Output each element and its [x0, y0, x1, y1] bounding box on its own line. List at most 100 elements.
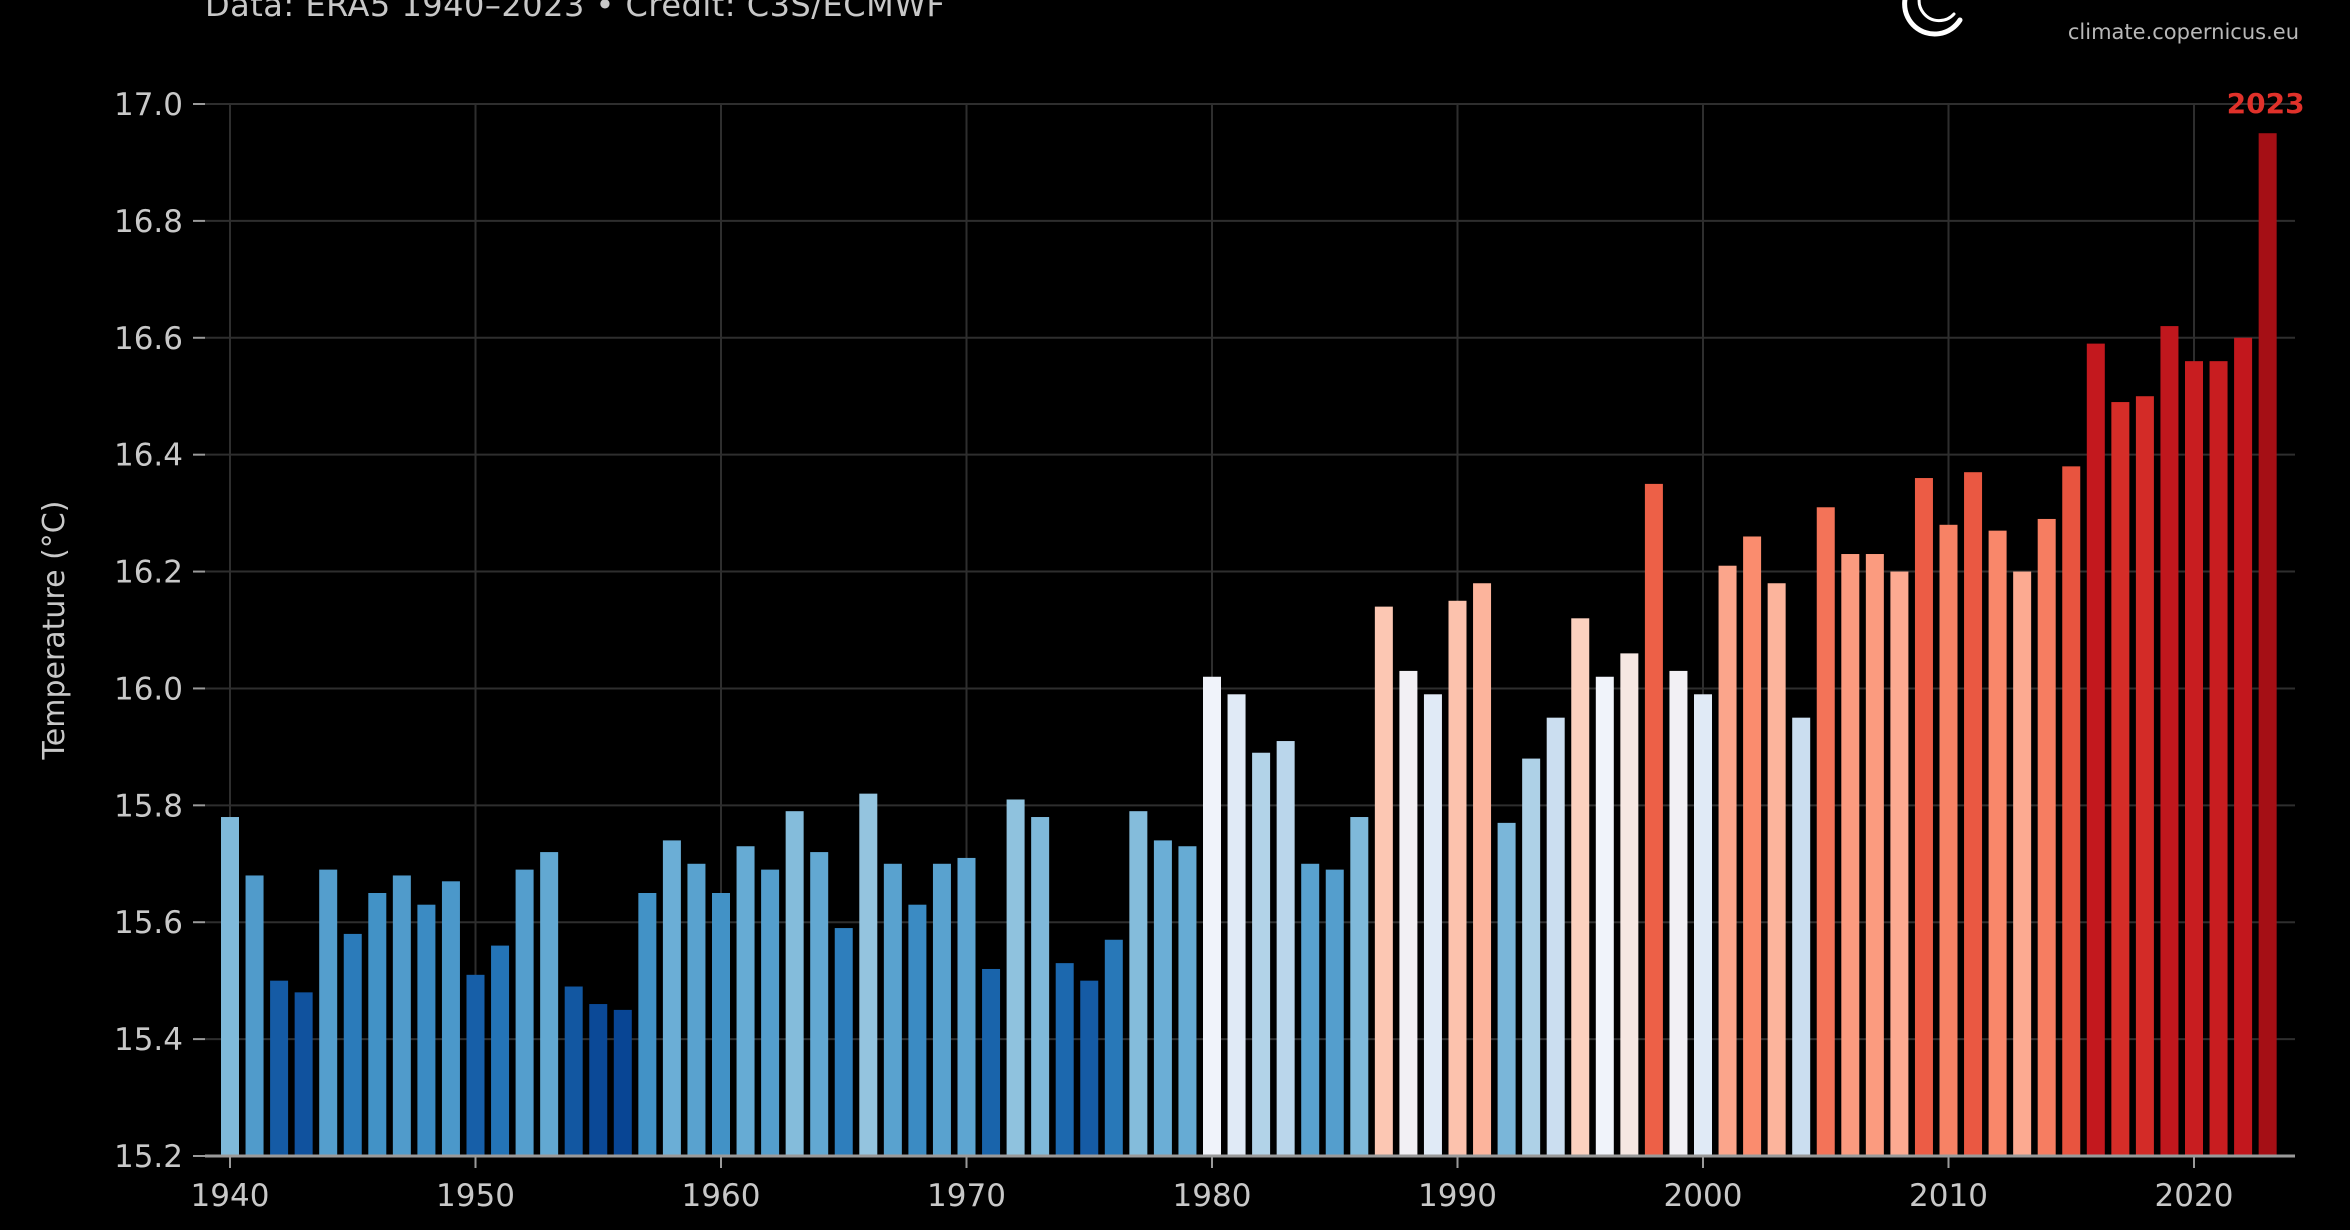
bar-2011	[1964, 472, 1983, 1156]
bar-2010	[1939, 524, 1958, 1156]
bar-1998	[1644, 483, 1663, 1156]
bar-1944	[319, 869, 338, 1156]
y-tick-label: 16.6	[114, 321, 183, 357]
bar-2012	[1988, 530, 2007, 1156]
bar-1952	[515, 869, 534, 1156]
bar-1969	[932, 863, 951, 1156]
bar-1959	[687, 863, 706, 1156]
bar-1976	[1104, 939, 1123, 1156]
bar-1971	[982, 968, 1001, 1156]
bar-1977	[1129, 811, 1148, 1156]
bar-2009	[1914, 478, 1933, 1156]
bar-1962	[761, 869, 780, 1156]
bar-1940	[221, 817, 239, 1156]
bar-1984	[1301, 863, 1320, 1156]
bar-1974	[1055, 963, 1074, 1156]
bar-1946	[368, 893, 387, 1156]
bar-2017	[2111, 402, 2130, 1157]
bar-1957	[638, 893, 657, 1156]
y-tick-label: 16.4	[114, 438, 183, 474]
bar-1975	[1080, 980, 1099, 1156]
bar-2016	[2086, 343, 2105, 1157]
bar-1980	[1203, 676, 1221, 1156]
bar-2006	[1841, 554, 1860, 1156]
bar-1978	[1153, 840, 1172, 1156]
bar-1992	[1497, 822, 1516, 1156]
grid-lines	[205, 103, 2295, 1157]
bar-1953	[540, 852, 559, 1156]
bar-1991	[1473, 583, 1492, 1156]
bar-1945	[343, 933, 362, 1156]
bar-1987	[1374, 606, 1393, 1156]
bar-1990	[1448, 600, 1467, 1156]
chart-subtitle: Data: ERA5 1940–2023 • Credit: C3S/ECMWF	[205, 0, 946, 24]
bar-1996	[1595, 676, 1614, 1156]
bar-2019	[2160, 326, 2179, 1157]
bar-1983	[1276, 741, 1295, 1156]
y-tick-label: 17.0	[114, 87, 183, 123]
bar-1982	[1252, 752, 1271, 1156]
y-tick-label: 16.8	[114, 204, 183, 240]
highlight-year-label: 2023	[2227, 87, 2305, 120]
bar-1997	[1620, 653, 1639, 1156]
copernicus-logo-icon	[1902, 0, 1963, 37]
bar-1951	[491, 945, 510, 1156]
bar-1961	[736, 846, 755, 1156]
bar-2004	[1792, 717, 1811, 1156]
bar-2002	[1743, 536, 1762, 1156]
bar-2001	[1718, 565, 1737, 1156]
bar-1958	[662, 840, 681, 1156]
bar-1994	[1546, 717, 1565, 1156]
bar-1985	[1325, 869, 1344, 1156]
bar-2005	[1816, 507, 1835, 1156]
bar-1955	[589, 1004, 608, 1156]
y-tick-label: 16.2	[114, 555, 183, 591]
bar-1964	[810, 852, 829, 1156]
bar-1988	[1399, 670, 1418, 1156]
bar-1968	[908, 904, 927, 1156]
x-tick-label: 2020	[2155, 1178, 2234, 1214]
bar-1979	[1178, 846, 1197, 1156]
bar-2014	[2037, 518, 2056, 1156]
bar-1943	[294, 992, 313, 1156]
bar-2013	[2013, 571, 2032, 1156]
bar-2007	[1865, 554, 1884, 1156]
source-url: climate.copernicus.eu	[2067, 20, 2299, 44]
x-tick-label: 1990	[1418, 1178, 1497, 1214]
x-tick-label: 1970	[927, 1178, 1006, 1214]
bar-1960	[712, 893, 730, 1156]
bar-1972	[1006, 799, 1025, 1156]
bar-1966	[859, 793, 878, 1156]
x-tick-label: 1980	[1173, 1178, 1252, 1214]
bar-1949	[441, 881, 460, 1156]
bar-1970	[957, 857, 976, 1156]
bar-1999	[1669, 670, 1688, 1156]
bar-2018	[2135, 396, 2154, 1156]
bar-1973	[1031, 817, 1050, 1156]
bar-2015	[2062, 466, 2081, 1156]
bar-1986	[1350, 817, 1369, 1156]
y-tick-label: 15.2	[114, 1139, 183, 1175]
bar-2021	[2209, 361, 2228, 1157]
bar-1993	[1522, 758, 1541, 1156]
x-tick-label: 1960	[682, 1178, 761, 1214]
bar-1995	[1571, 618, 1590, 1156]
bar-1967	[883, 863, 902, 1156]
bar-2020	[2185, 361, 2203, 1157]
bar-2008	[1890, 571, 1909, 1156]
bar-1989	[1423, 694, 1442, 1156]
bar-series	[221, 133, 2277, 1157]
y-tick-label: 15.4	[114, 1022, 183, 1058]
x-tick-label: 2000	[1664, 1178, 1743, 1214]
x-tick-label: 1950	[436, 1178, 515, 1214]
y-tick-label: 15.6	[114, 905, 183, 941]
bar-2003	[1767, 583, 1786, 1156]
y-axis-label: Temperature (°C)	[37, 501, 72, 761]
bar-1950	[466, 974, 485, 1156]
bar-1965	[834, 928, 853, 1156]
bar-1948	[417, 904, 436, 1156]
bar-2000	[1694, 694, 1712, 1156]
axes: 15.2 15.4 15.6 15.8 16.0 16.2 16.4 16.6 16.8 17.0…	[114, 87, 2305, 1214]
bar-1954	[564, 986, 583, 1156]
